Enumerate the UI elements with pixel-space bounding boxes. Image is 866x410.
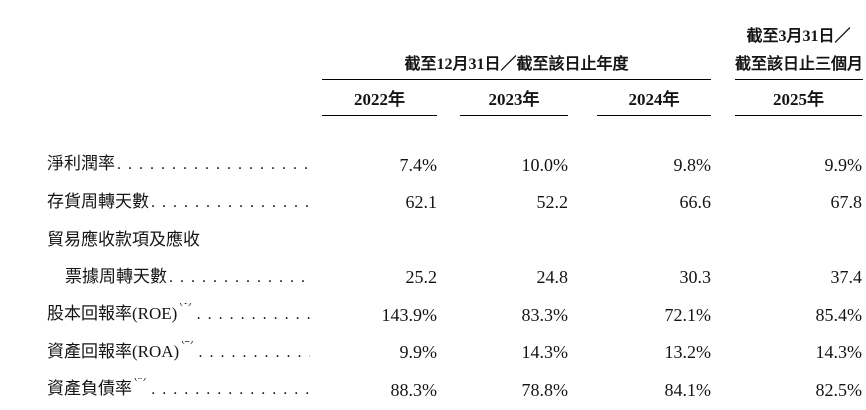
table-row-return-on-equity: 股本回報率(ROE) (1) .........................…	[47, 296, 866, 334]
table-row-gearing-ratio: 資產負債率 (3) ..............................…	[47, 371, 866, 409]
row-label: 票據周轉天數 .................................…	[47, 266, 322, 289]
value-2023: 24.8	[536, 267, 569, 288]
table-row-net-profit-margin: 淨利潤率 ...................................…	[47, 146, 866, 184]
annual-period-header: 截至12月31日／截至該日止年度	[322, 48, 711, 80]
value-2023: 14.3%	[521, 342, 569, 363]
year-header-2022: 2022年	[322, 80, 437, 116]
value-2025: 37.4	[830, 267, 863, 288]
dot-leader: ........................................…	[151, 193, 310, 211]
table-row-inventory-turnover-days: 存貨周轉天數 .................................…	[47, 184, 866, 222]
year-header-2025: 2025年	[735, 80, 862, 116]
table-row-notes-turnover-days: 票據周轉天數 .................................…	[47, 259, 866, 297]
row-label-text: 票據周轉天數	[65, 266, 167, 286]
header-row-period-groups: 截至12月31日／截至該日止年度 截至該日止三個月	[47, 48, 866, 80]
value-2022: 88.3%	[390, 379, 438, 400]
value-2025: 82.5%	[815, 379, 863, 400]
value-2024: 84.1%	[664, 379, 712, 400]
year-header-cell: 2024年	[568, 80, 711, 116]
value-2024: 66.6	[679, 192, 712, 213]
value-2025: 67.8	[830, 192, 863, 213]
value-2024: 9.8%	[673, 154, 712, 175]
value-2024: 13.2%	[664, 342, 712, 363]
year-header-cell: 2025年	[711, 80, 862, 116]
dot-leader: ........................................…	[198, 343, 310, 361]
value-2022: 62.1	[405, 192, 438, 213]
quarterly-period-header-line2: 截至該日止三個月	[735, 48, 864, 80]
row-label: 貿易應收款項及應收	[47, 229, 322, 251]
value-2022: 9.9%	[399, 342, 438, 363]
value-2025: 85.4%	[815, 304, 863, 325]
row-label: 資產回報率(ROA) (2) .........................…	[47, 341, 322, 364]
header-row-years: 2022年 2023年 2024年 2025年	[47, 80, 866, 116]
value-2023: 78.8%	[521, 379, 569, 400]
row-label: 股本回報率(ROE) (1) .........................…	[47, 303, 322, 326]
row-label: 資產負債率 (3) ..............................…	[47, 378, 322, 401]
value-2022: 25.2	[405, 267, 438, 288]
dot-leader: ........................................…	[151, 381, 310, 399]
row-label-text: 貿易應收款項及應收	[47, 229, 200, 249]
table-body: 淨利潤率 ...................................…	[47, 146, 866, 409]
year-header-cell: 2023年	[437, 80, 568, 116]
value-2023: 10.0%	[521, 154, 569, 175]
value-2023: 52.2	[536, 192, 569, 213]
dot-leader: ........................................…	[196, 306, 310, 324]
row-label-text: 存貨周轉天數	[47, 191, 149, 211]
header-row-quarter-line1: 截至3月31日／	[47, 18, 866, 48]
value-2024: 30.3	[679, 267, 712, 288]
quarterly-period-header-line1: 截至3月31日／	[746, 28, 851, 46]
year-header-2024: 2024年	[597, 80, 711, 116]
dot-leader: ........................................…	[169, 268, 310, 286]
row-label-text: 資產回報率(ROA)	[47, 341, 180, 361]
row-label: 淨利潤率 ...................................…	[47, 153, 322, 176]
table-row-trade-receivables-caption: 貿易應收款項及應收	[47, 221, 866, 259]
row-label-text: 股本回報率(ROE)	[47, 304, 178, 324]
value-2022: 143.9%	[381, 304, 438, 325]
value-2023: 83.3%	[521, 304, 569, 325]
table-row-return-on-assets: 資產回報率(ROA) (2) .........................…	[47, 334, 866, 372]
value-2024: 72.1%	[664, 304, 712, 325]
value-2022: 7.4%	[399, 154, 438, 175]
dot-leader: ........................................…	[117, 156, 310, 174]
value-2025: 9.9%	[824, 154, 863, 175]
value-2025: 14.3%	[815, 342, 863, 363]
quarterly-period-header-cell: 截至該日止三個月	[711, 48, 864, 80]
row-label-text: 淨利潤率	[47, 154, 115, 174]
row-label: 存貨周轉天數 .................................…	[47, 191, 322, 214]
row-label-text: 資產負債率	[47, 379, 132, 399]
year-header-cell: 2022年	[322, 80, 437, 116]
year-header-2023: 2023年	[460, 80, 568, 116]
